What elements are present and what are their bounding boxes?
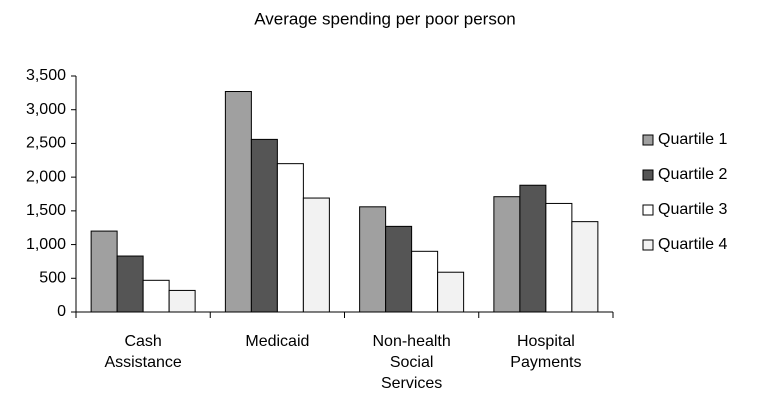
y-tick-label: 1,500: [26, 202, 66, 219]
bar: [411, 250, 439, 313]
bar: [545, 202, 573, 313]
x-tick-label: Medicaid: [245, 333, 310, 350]
chart-title: Average spending per poor person: [254, 9, 515, 28]
x-tick-label: Non-health Social Services: [372, 333, 451, 392]
bar: [571, 221, 599, 313]
legend-swatch: [642, 169, 654, 181]
legend-swatch: [642, 134, 654, 146]
bar: [437, 271, 465, 313]
legend-label: Quartile 1: [658, 131, 727, 148]
bar: [493, 196, 521, 313]
bar: [276, 163, 304, 313]
x-tick-label: Hospital Payments: [510, 333, 582, 371]
x-tick-label: Cash Assistance: [104, 333, 182, 371]
bar: [385, 225, 413, 313]
bar: [116, 255, 144, 313]
bar: [519, 184, 547, 313]
y-tick-label: 3,000: [26, 101, 66, 118]
bar: [302, 197, 330, 313]
bar: [168, 289, 196, 313]
legend-label: Quartile 2: [658, 166, 727, 183]
y-tick-label: 2,500: [26, 135, 66, 152]
y-tick-label: 3,500: [26, 67, 66, 84]
legend-swatch: [642, 204, 654, 216]
legend-swatch: [642, 239, 654, 251]
legend-label: Quartile 3: [658, 201, 727, 218]
y-tick-label: 1,000: [26, 236, 66, 253]
y-tick-label: 0: [57, 303, 66, 320]
bar: [142, 279, 170, 313]
bar: [359, 206, 387, 313]
y-tick-label: 500: [39, 270, 66, 287]
legend-label: Quartile 4: [658, 236, 727, 253]
bar: [90, 230, 118, 313]
bar: [224, 91, 252, 313]
bar: [250, 138, 278, 313]
y-tick-label: 2,000: [26, 168, 66, 185]
